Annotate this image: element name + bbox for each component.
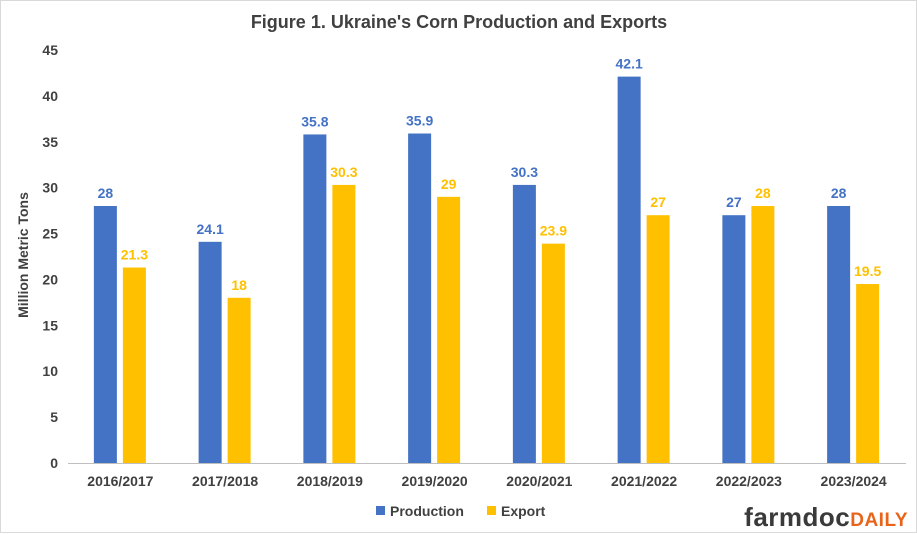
x-tick-label: 2023/2024 — [821, 473, 887, 489]
chart-title: Figure 1. Ukraine's Corn Production and … — [251, 12, 667, 32]
bar-production — [617, 76, 641, 464]
x-tick-label: 2022/2023 — [716, 473, 782, 489]
brand-logo-sub: DAILY — [850, 510, 908, 531]
y-tick-label: 45 — [42, 42, 58, 58]
bar-export — [332, 184, 356, 463]
x-tick-label: 2021/2022 — [611, 473, 677, 489]
brand-logo-main: farmdoc — [744, 502, 851, 532]
data-label-production: 35.9 — [406, 113, 433, 129]
brand-logo: farmdocDAILY — [744, 504, 908, 530]
bar-export — [856, 284, 880, 463]
data-label-production: 28 — [831, 185, 847, 201]
y-tick-label: 35 — [42, 134, 58, 150]
y-tick-label: 0 — [50, 455, 58, 471]
data-label-production: 35.8 — [301, 113, 328, 129]
legend: Production Export — [376, 503, 546, 519]
y-tick-label: 25 — [42, 226, 58, 242]
data-label-production: 42.1 — [616, 56, 643, 72]
data-label-production: 27 — [726, 194, 742, 210]
bars — [93, 76, 880, 464]
y-tick-label: 30 — [42, 180, 58, 196]
data-label-export: 23.9 — [540, 223, 567, 239]
data-label-export: 21.3 — [121, 247, 148, 263]
bar-export — [227, 297, 251, 463]
y-tick-label: 20 — [42, 271, 58, 287]
bar-export — [751, 206, 775, 463]
bar-production — [512, 184, 536, 463]
data-label-production: 30.3 — [511, 164, 538, 180]
bar-export — [646, 215, 670, 463]
y-tick-label: 40 — [42, 88, 58, 104]
data-label-export: 28 — [755, 185, 771, 201]
legend-swatch-export — [487, 506, 496, 515]
bar-production — [198, 241, 222, 463]
x-tick-label: 2019/2020 — [402, 473, 468, 489]
y-axis-title: Million Metric Tons — [15, 192, 31, 318]
y-axis: 0 5 10 15 20 25 30 35 40 45 — [42, 42, 58, 471]
data-label-production: 24.1 — [197, 221, 224, 237]
legend-label-production: Production — [390, 503, 464, 519]
bar-production — [827, 206, 851, 463]
bar-production — [93, 206, 117, 463]
y-tick-label: 10 — [42, 363, 58, 379]
data-label-export: 30.3 — [330, 164, 357, 180]
bar-export — [541, 243, 565, 463]
data-label-export: 27 — [650, 194, 666, 210]
x-tick-label: 2016/2017 — [87, 473, 153, 489]
x-tick-label: 2018/2019 — [297, 473, 363, 489]
legend-label-export: Export — [501, 503, 546, 519]
bar-export — [437, 196, 461, 463]
data-label-export: 18 — [231, 277, 247, 293]
data-labels: 28 21.3 24.1 18 35.8 30.3 35.9 29 30.3 23.9 42.1 27… — [98, 56, 882, 293]
bar-production — [722, 215, 746, 463]
y-tick-label: 5 — [50, 409, 58, 425]
x-tick-label: 2020/2021 — [506, 473, 572, 489]
y-tick-label: 15 — [42, 317, 58, 333]
data-label-export: 19.5 — [854, 263, 881, 279]
data-label-production: 28 — [98, 185, 114, 201]
x-axis: 2016/2017 2017/2018 2018/2019 2019/2020 2020… — [87, 473, 887, 489]
legend-swatch-production — [376, 506, 385, 515]
bar-export — [122, 267, 146, 463]
bar-production — [303, 134, 327, 464]
x-tick-label: 2017/2018 — [192, 473, 258, 489]
data-label-export: 29 — [441, 176, 457, 192]
bar-production — [408, 133, 432, 464]
